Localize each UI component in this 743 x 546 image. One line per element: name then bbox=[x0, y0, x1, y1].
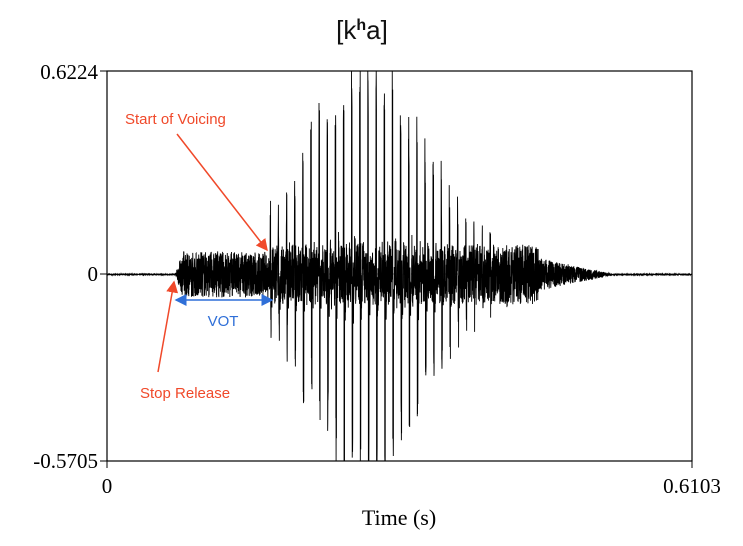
x-tick-label-max: 0.6103 bbox=[663, 474, 721, 498]
annotation-stop-release: Stop Release bbox=[140, 385, 230, 402]
arrow-stop-release bbox=[157, 280, 179, 373]
y-tick-label-min: -0.5705 bbox=[33, 449, 98, 473]
chart-title: [kha] bbox=[336, 15, 388, 45]
x-tick-label-min: 0 bbox=[102, 474, 113, 498]
x-axis-label: Time (s) bbox=[362, 505, 436, 530]
y-tick-label-zero: 0 bbox=[88, 262, 99, 286]
y-tick-label-max: 0.6224 bbox=[40, 60, 98, 84]
annotation-vot: VOT bbox=[208, 313, 239, 330]
waveform-trace bbox=[106, 70, 693, 462]
arrow-start-of-voicing bbox=[176, 133, 268, 252]
annotation-start-of-voicing: Start of Voicing bbox=[125, 111, 226, 128]
plot-frame bbox=[106, 70, 693, 462]
